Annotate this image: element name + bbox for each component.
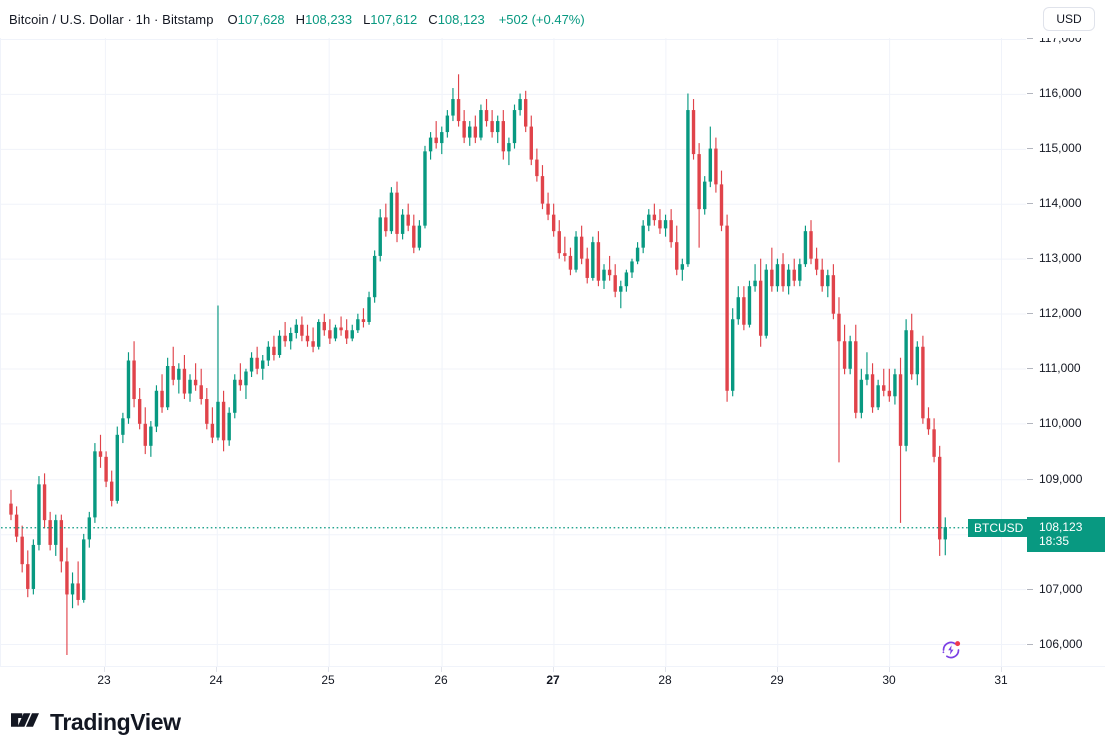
candlestick-series: [9, 74, 947, 655]
currency-label: USD: [1056, 12, 1082, 26]
chart-plot-pane[interactable]: [0, 32, 1026, 666]
ohlc-low: L107,612: [363, 12, 417, 27]
time-tick-label: 26: [434, 673, 448, 687]
price-tick-mark: [1027, 423, 1033, 424]
ohlc-close: C108,123: [428, 12, 484, 27]
currency-selector-button[interactable]: USD: [1043, 7, 1095, 31]
price-tick-mark: [1027, 93, 1033, 94]
chart-legend: Bitcoin / U.S. Dollar · 1h · Bitstamp O1…: [0, 0, 1105, 38]
price-tick-mark: [1027, 644, 1033, 645]
ohlc-high-value: 108,233: [305, 11, 353, 27]
tradingview-logo-link[interactable]: TradingView: [11, 709, 181, 736]
price-tick-label: 112,000: [1039, 306, 1082, 321]
change-value: +502 (+0.47%): [498, 11, 585, 27]
time-tick-mark: [1001, 667, 1002, 672]
price-tick-label: 111,000: [1039, 361, 1081, 376]
time-tick-label: 29: [770, 673, 784, 687]
time-tick-mark: [665, 667, 666, 672]
price-tick-label: 116,000: [1039, 85, 1082, 100]
price-tick-mark: [1027, 479, 1033, 480]
ohlc-high-label: H: [295, 11, 306, 27]
chart-gridlines: [1, 33, 1026, 666]
ohlc-open: O107,628: [228, 12, 285, 27]
price-tick-mark: [1027, 589, 1033, 590]
tradingview-wordmark: TradingView: [50, 708, 181, 735]
price-tick-label: 114,000: [1039, 195, 1082, 210]
time-axis[interactable]: 23 24 25 26 27 28 29 30 31: [0, 666, 1105, 694]
symbol-title[interactable]: Bitcoin / U.S. Dollar · 1h · Bitstamp: [9, 11, 214, 27]
price-tick-mark: [1027, 258, 1033, 259]
price-tick-label: 115,000: [1039, 140, 1082, 155]
time-tick-mark: [328, 667, 329, 672]
time-tick-mark: [216, 667, 217, 672]
tradingview-logo-icon: [11, 710, 42, 735]
time-tick-mark: [104, 667, 105, 672]
price-tick-mark: [1027, 148, 1033, 149]
ohlc-low-value: 107,612: [370, 11, 418, 27]
time-tick-mark: [889, 667, 890, 672]
time-tick-label: 31: [994, 673, 1008, 687]
series-tag-label: BTCUSD: [974, 520, 1024, 535]
ohlc-open-value: 107,628: [237, 11, 285, 27]
price-axis[interactable]: 117,000116,000115,000114,000113,000112,0…: [1026, 31, 1105, 666]
price-tick-label: 107,000: [1039, 581, 1083, 596]
branding-bar: TradingView: [0, 694, 1105, 750]
last-price-badge[interactable]: 108,123 18:35: [1027, 516, 1105, 552]
ohlc-close-value: 108,123: [437, 11, 485, 27]
ohlc-open-label: O: [227, 11, 238, 27]
price-tick-mark: [1027, 38, 1033, 39]
price-tick-label: 109,000: [1039, 471, 1083, 486]
series-price-tag: BTCUSD: [968, 518, 1030, 537]
time-tick-label: 27: [546, 673, 560, 687]
time-tick-mark: [441, 667, 442, 672]
last-price-time: 18:35: [1039, 533, 1070, 548]
time-tick-mark: [553, 667, 554, 672]
time-tick-label: 23: [97, 673, 111, 687]
price-tick-label: 110,000: [1039, 416, 1082, 431]
last-price-value: 108,123: [1039, 519, 1083, 534]
ohlc-close-label: C: [428, 11, 438, 27]
current-price-line: [1, 527, 1026, 529]
time-tick-label: 30: [882, 673, 896, 687]
ohlc-high: H108,233: [296, 12, 352, 27]
price-tick-mark: [1027, 368, 1033, 369]
time-tick-label: 25: [321, 673, 335, 687]
ohlc-low-label: L: [363, 11, 371, 27]
time-tick-label: 24: [209, 673, 223, 687]
price-tick-mark: [1027, 313, 1033, 314]
ohlc-values: O107,628 H108,233 L107,612 C108,123 +502…: [228, 12, 585, 27]
price-tick-label: 106,000: [1039, 636, 1083, 651]
time-tick-mark: [777, 667, 778, 672]
price-tick-label: 113,000: [1039, 251, 1082, 266]
boost-replay-icon[interactable]: [938, 637, 964, 663]
time-tick-label: 28: [658, 673, 672, 687]
price-tick-mark: [1027, 203, 1033, 204]
